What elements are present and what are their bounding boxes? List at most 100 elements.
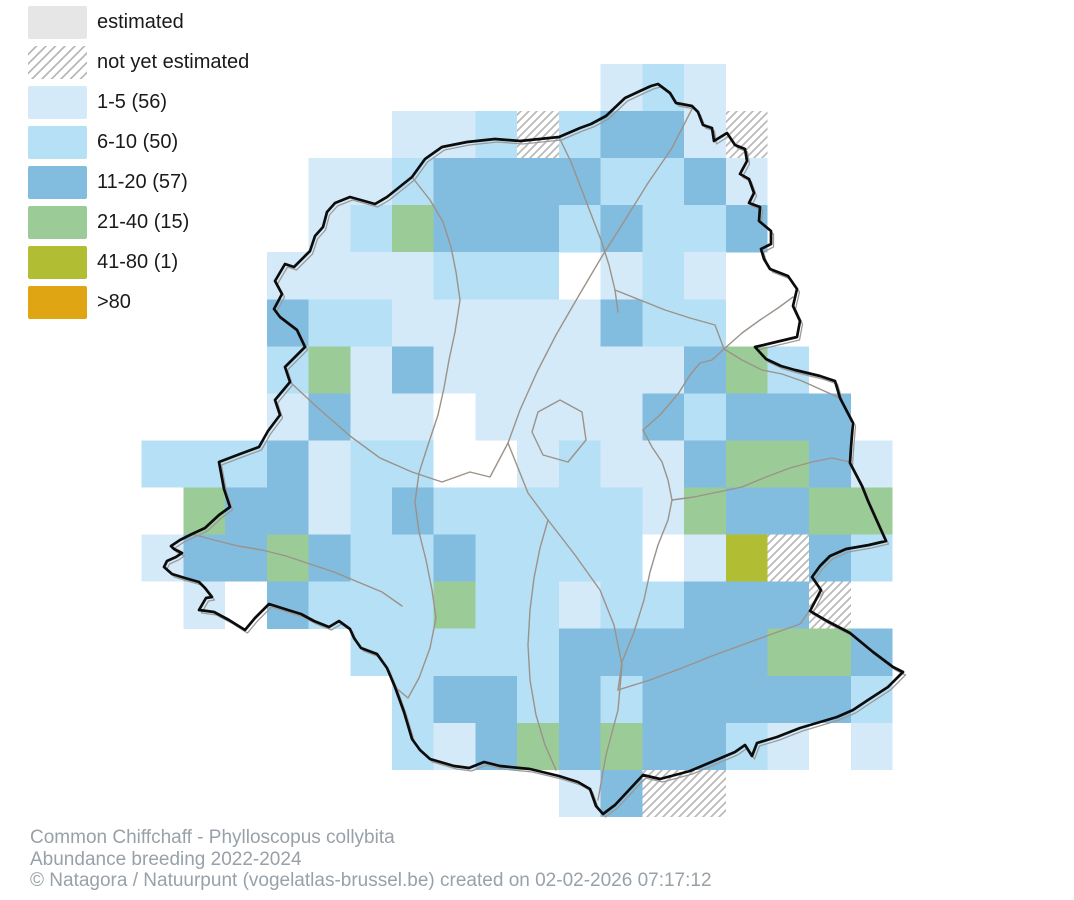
grid-cell — [225, 440, 267, 488]
grid-cell — [392, 111, 434, 159]
grid-cell — [350, 440, 393, 488]
grid-cell — [392, 581, 434, 629]
grid-cell — [809, 440, 851, 488]
grid-cell — [433, 205, 476, 253]
grid-cell — [684, 111, 726, 159]
grid-cell — [684, 158, 726, 206]
legend-item-not-yet-estimated: not yet estimated — [28, 46, 249, 79]
grid-cell — [642, 581, 685, 629]
grid-cell — [558, 581, 601, 629]
legend-item-6-10: 6-10 (50) — [28, 126, 249, 159]
grid-cell — [475, 534, 518, 582]
grid-cell — [767, 722, 810, 770]
grid-cell — [433, 675, 476, 723]
commune-boundaries — [191, 106, 851, 801]
grid-cell — [600, 534, 643, 582]
grid-cell — [809, 675, 851, 723]
grid-cell — [600, 299, 643, 347]
grid-cell — [266, 534, 309, 582]
grid-cell — [350, 252, 393, 300]
grid-cell — [809, 628, 851, 676]
legend-item-1-5: 1-5 (56) — [28, 86, 249, 119]
grid-cell — [642, 111, 685, 159]
grid-cell — [266, 393, 309, 441]
grid-cell — [308, 534, 351, 582]
grid-cell — [642, 252, 685, 300]
grid-cell — [433, 628, 476, 676]
grid-cell — [767, 393, 810, 441]
grid-cell — [642, 675, 685, 723]
grid-cell — [308, 252, 351, 300]
grid-cell — [433, 252, 476, 300]
class-1-5-swatch — [28, 86, 87, 119]
caption-subtitle: Abundance breeding 2022-2024 — [30, 848, 302, 870]
legend-label: 21-40 (15) — [97, 211, 190, 233]
grid-cell — [517, 252, 559, 300]
grid-cell — [558, 346, 601, 394]
grid-cell — [558, 205, 601, 253]
grid-cell — [433, 346, 476, 394]
grid-cell — [809, 534, 851, 582]
grid-cell — [725, 440, 768, 488]
grid-cell — [684, 205, 726, 253]
grid-cell — [767, 581, 810, 629]
grid-cell — [850, 722, 893, 770]
grid-cell — [517, 299, 559, 347]
grid-cell — [350, 299, 393, 347]
grid-cell — [684, 581, 726, 629]
grid-cell — [308, 440, 351, 488]
legend-label: >80 — [97, 291, 131, 313]
grid-cell — [517, 440, 559, 488]
grid-cell — [600, 64, 643, 112]
legend: estimated not yet estimated 1-5 (56) 6-1… — [28, 6, 249, 326]
legend-label: not yet estimated — [97, 51, 250, 73]
grid-cell — [767, 675, 810, 723]
grid-cell — [433, 111, 476, 159]
grid-cell — [600, 722, 643, 770]
grid-cell — [350, 346, 393, 394]
grid-cell — [642, 205, 685, 253]
map-captions: Common Chiffchaff - Phylloscopus collybi… — [30, 827, 712, 892]
legend-item-11-20: 11-20 (57) — [28, 166, 249, 199]
class-41-80-swatch — [28, 246, 87, 279]
grid-cell — [266, 440, 309, 488]
grid-cell — [433, 534, 476, 582]
grid-cell — [684, 440, 726, 488]
grid-cell — [308, 487, 351, 535]
grid-cell — [600, 393, 643, 441]
class-11-20-swatch — [28, 166, 87, 199]
grid-cell — [684, 252, 726, 300]
grid-cell — [433, 581, 476, 629]
grid-cell — [475, 628, 518, 676]
grid-cells-layer — [141, 64, 893, 817]
grid-cell — [308, 393, 351, 441]
legend-label: estimated — [97, 11, 184, 33]
grid-cell — [558, 158, 601, 206]
grid-cell — [433, 299, 476, 347]
legend-item-21-40: 21-40 (15) — [28, 206, 249, 239]
region-border — [162, 82, 907, 818]
grid-cell — [684, 628, 726, 676]
grid-cell — [600, 675, 643, 723]
grid-cell — [600, 440, 643, 488]
caption-species-title: Common Chiffchaff - Phylloscopus collybi… — [30, 827, 395, 848]
grid-cell — [392, 205, 434, 253]
grid-cell — [600, 158, 643, 206]
grid-cell — [517, 675, 559, 723]
grid-cell — [392, 252, 434, 300]
class-21-40-swatch — [28, 206, 87, 239]
grid-cell — [517, 487, 559, 535]
grid-cell — [725, 205, 768, 253]
grid-cell — [225, 534, 267, 582]
grid-cell — [684, 393, 726, 441]
grid-cell — [350, 581, 393, 629]
grid-cell — [183, 534, 226, 582]
grid-cell — [517, 628, 559, 676]
legend-label: 6-10 (50) — [97, 131, 179, 153]
grid-cell — [725, 534, 768, 582]
grid-cell — [141, 440, 184, 488]
grid-cell — [308, 346, 351, 394]
legend-item-41-80: 41-80 (1) — [28, 246, 249, 279]
